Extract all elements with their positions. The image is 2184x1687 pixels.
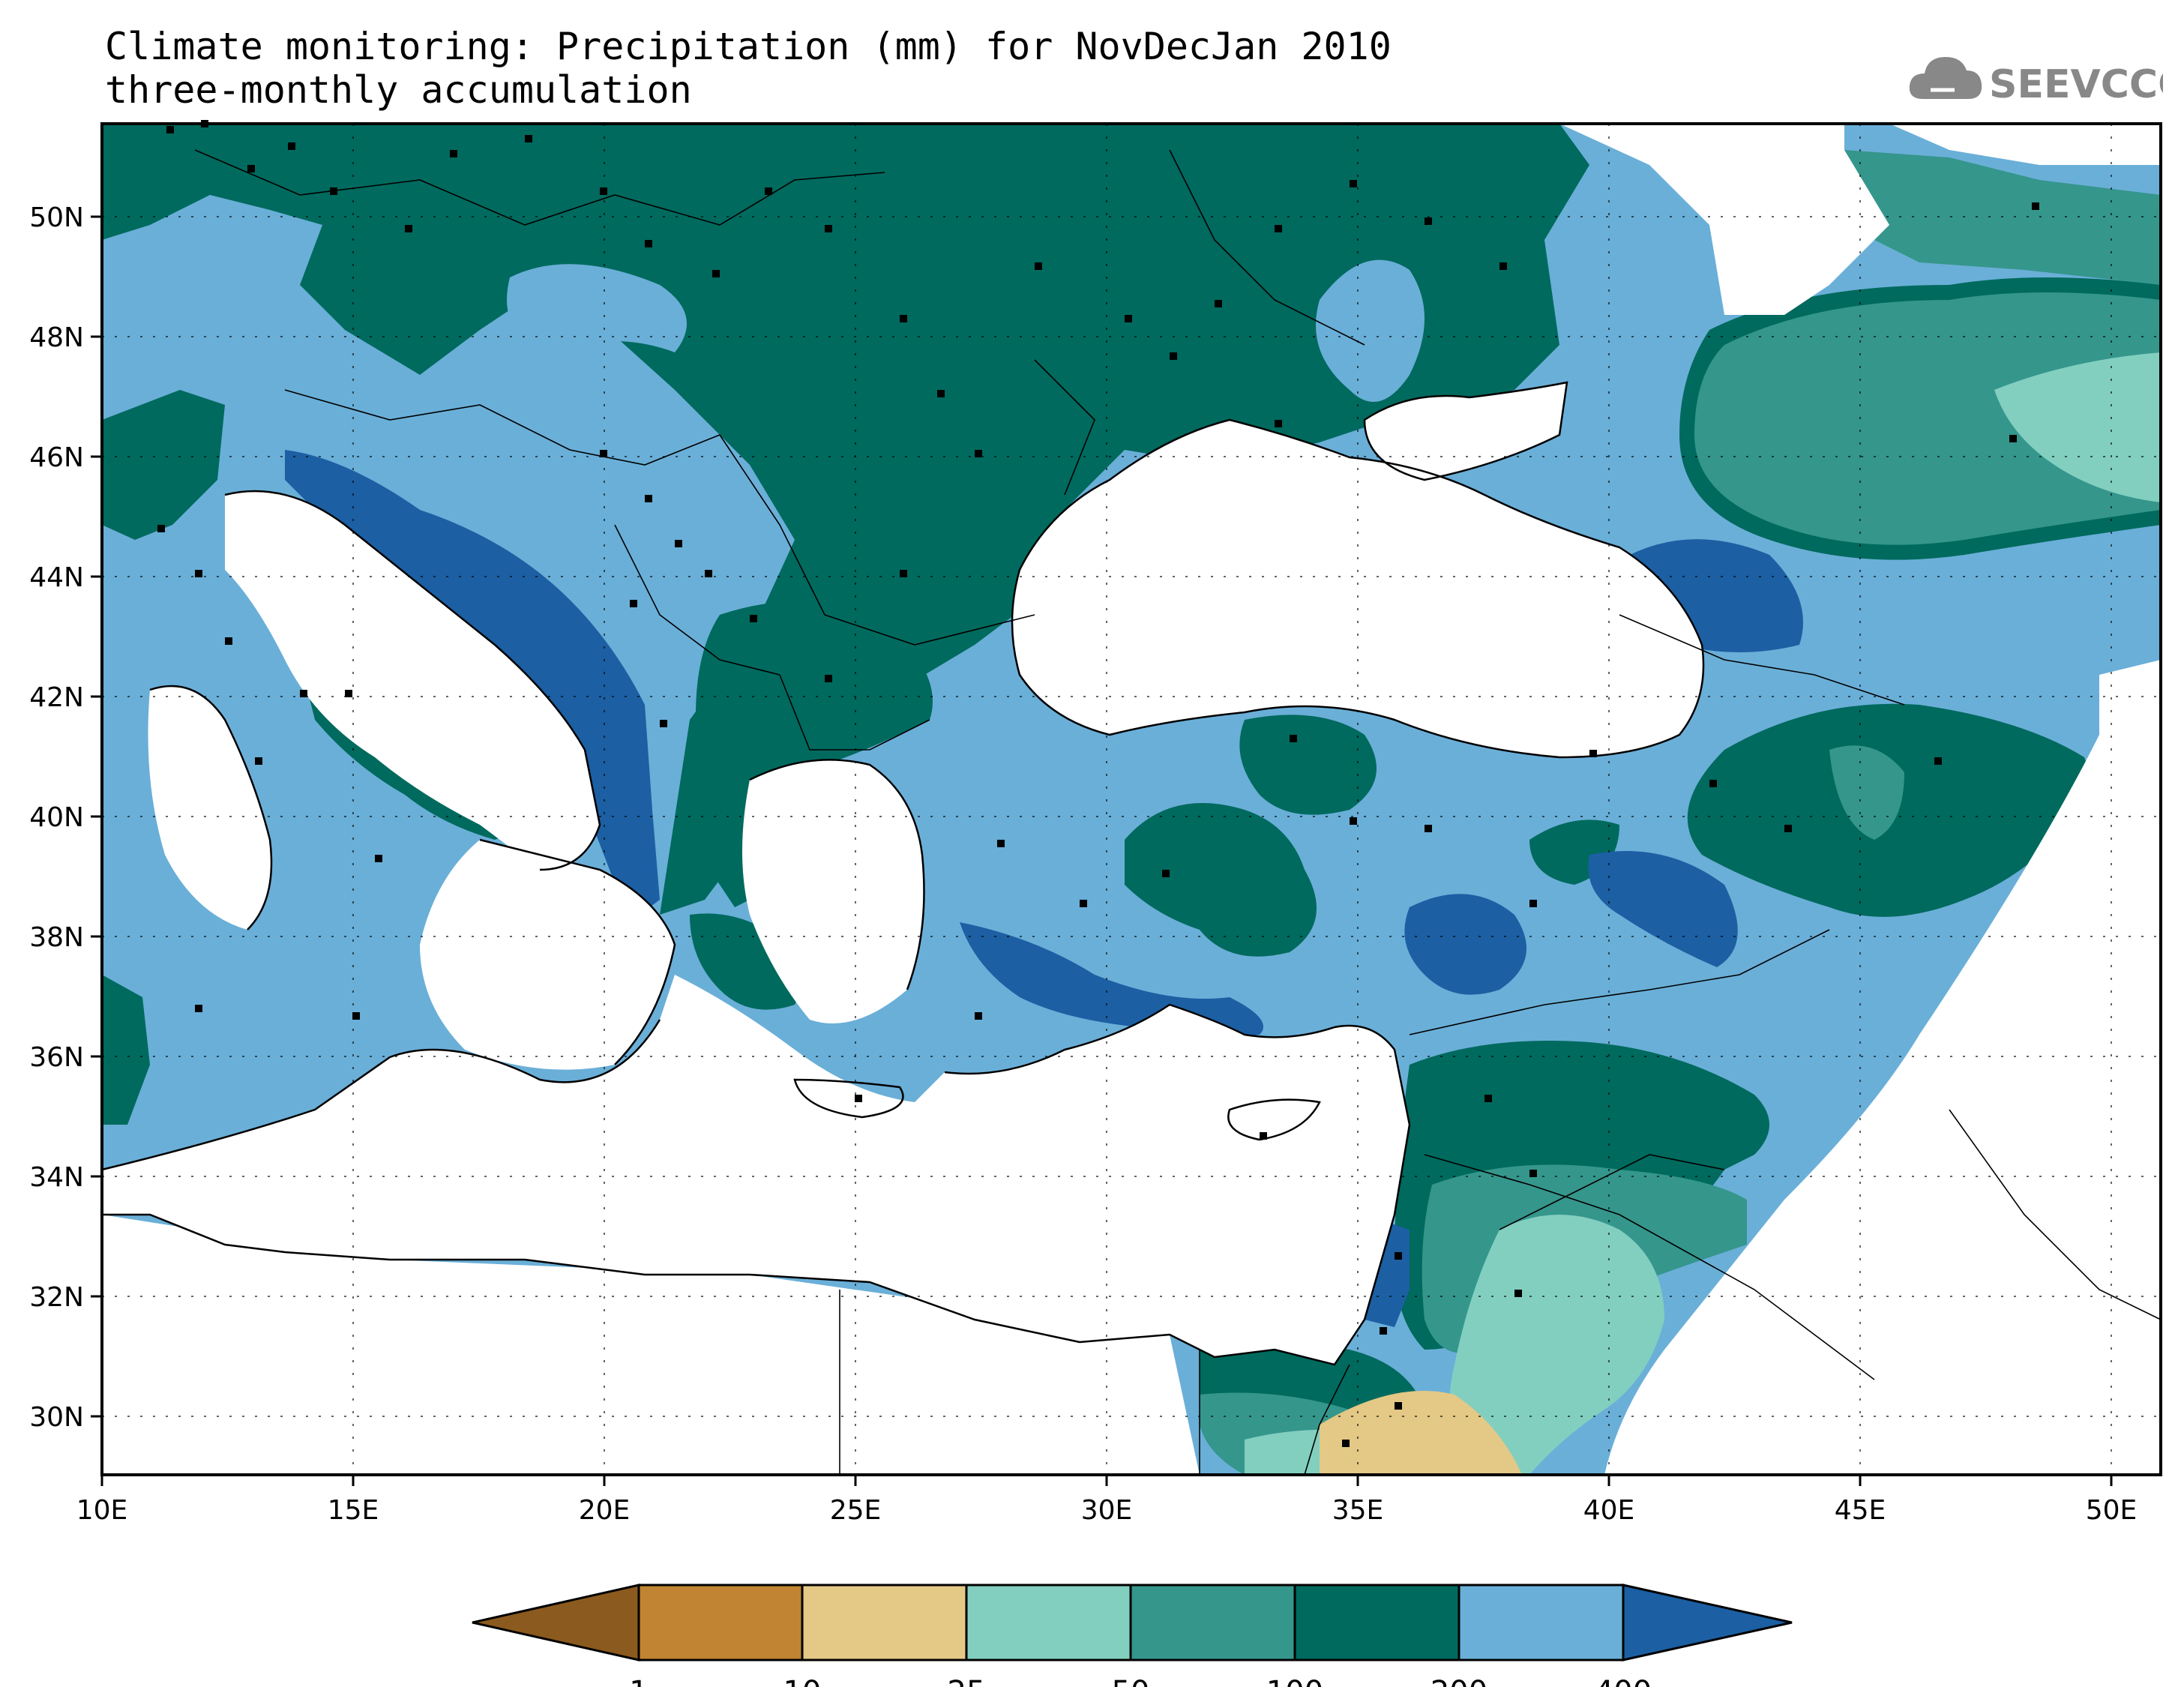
seevccc-logo: SEEVCCC <box>1909 57 2163 107</box>
lon-label-25e: 25E <box>830 1495 882 1526</box>
lon-label-50e: 50E <box>2086 1495 2138 1526</box>
lon-tick-labels: 10E 15E 20E 25E 30E 35E 40E 45E 50E <box>76 1495 2138 1526</box>
lon-label-30e: 30E <box>1081 1495 1133 1526</box>
lat-label-36n: 36N <box>29 1042 84 1073</box>
precipitation-field <box>102 124 2161 1475</box>
cloud-icon <box>1909 57 1982 99</box>
colorbar-label-25: 25 <box>948 1675 986 1687</box>
colorbar <box>472 1584 1793 1662</box>
lat-tick-labels: 30N 32N 34N 36N 38N 40N 42N 44N 46N 48N … <box>29 202 84 1433</box>
lon-label-15e: 15E <box>328 1495 379 1526</box>
coastlines <box>101 381 1705 1366</box>
lat-label-38n: 38N <box>29 922 84 953</box>
colorbar-labels: 1 10 25 50 100 200 400 <box>629 1675 1652 1687</box>
lat-label-42n: 42N <box>29 682 84 713</box>
colorbar-label-10: 10 <box>783 1675 822 1687</box>
lat-label-34n: 34N <box>29 1162 84 1193</box>
colorbar-bin-10-25 <box>801 1584 968 1662</box>
lat-label-48n: 48N <box>29 322 84 353</box>
colorbar-label-400: 400 <box>1595 1675 1652 1687</box>
colorbar-lower-extension <box>472 1584 640 1662</box>
colorbar-bin-25-50 <box>965 1584 1132 1662</box>
lat-label-30n: 30N <box>29 1402 84 1433</box>
lon-label-10e: 10E <box>76 1495 128 1526</box>
lat-label-32n: 32N <box>29 1282 84 1313</box>
colorbar-label-50: 50 <box>1112 1675 1150 1687</box>
lon-label-40e: 40E <box>1583 1495 1635 1526</box>
colorbar-bin-100-200 <box>1293 1584 1460 1662</box>
map-title: Climate monitoring: Precipitation (mm) f… <box>105 25 1392 68</box>
colorbar-bin-50-100 <box>1129 1584 1296 1662</box>
lon-label-45e: 45E <box>1835 1495 1886 1526</box>
colorbar-label-200: 200 <box>1431 1675 1487 1687</box>
lat-label-40n: 40N <box>29 802 84 833</box>
lon-label-35e: 35E <box>1332 1495 1384 1526</box>
logo-text: SEEVCCC <box>1989 62 2163 107</box>
map-subtitle: three-monthly accumulation <box>105 68 692 112</box>
map-grid <box>102 124 2161 1475</box>
colorbar-bin-200-400 <box>1457 1584 1625 1662</box>
plot-frame <box>100 122 2162 1476</box>
lat-label-46n: 46N <box>29 442 84 473</box>
lat-label-50n: 50N <box>29 202 84 233</box>
colorbar-label-100: 100 <box>1266 1675 1323 1687</box>
station-markers <box>157 120 2039 1447</box>
axis-ticks <box>91 215 2113 1486</box>
lon-label-20e: 20E <box>579 1495 631 1526</box>
lat-label-44n: 44N <box>29 562 84 593</box>
colorbar-label-1: 1 <box>629 1675 648 1687</box>
colorbar-upper-extension <box>1622 1584 1793 1662</box>
country-borders <box>194 149 2162 1476</box>
colorbar-bin-1-10 <box>637 1584 804 1662</box>
